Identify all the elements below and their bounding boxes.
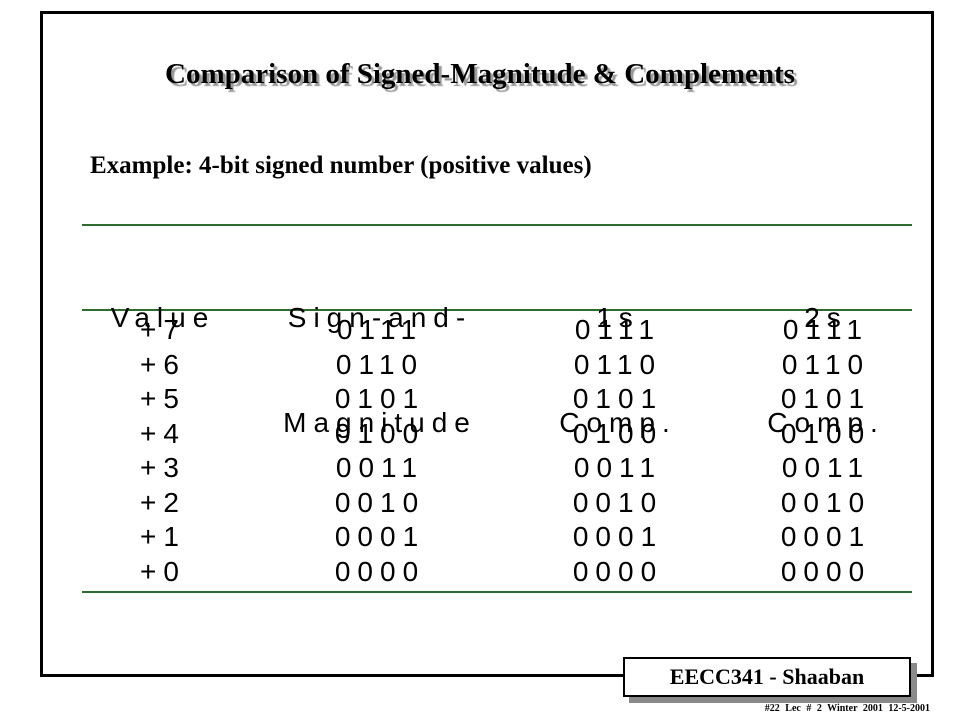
slide-subtitle: Example: 4-bit signed number (positive v… (90, 152, 592, 179)
table-header-rule (82, 309, 912, 311)
table-top-rule (82, 224, 912, 226)
table-row: +6 0110 0110 0110 (0, 348, 960, 383)
header-twos-complement-line2: Comp. (767, 407, 885, 438)
table-body: +7 0111 0111 0111 +6 0110 0110 0110 +5 0101 0101 01… (0, 313, 960, 589)
value-cell: +6 (140, 348, 186, 380)
value-cell: +5 (140, 383, 186, 414)
value-cell: +4 (140, 417, 186, 449)
sign-magnitude-cell: 0110 (335, 348, 425, 380)
twos-complement-cell: 0010 (780, 486, 872, 518)
twos-complement-cell: 0101 (780, 383, 872, 414)
sign-magnitude-cell: 0111 (336, 314, 424, 345)
value-cell: +3 (140, 452, 186, 483)
table-row: +7 0111 0111 0111 (0, 313, 960, 348)
twos-complement-cell: 0100 (780, 417, 872, 449)
sign-magnitude-cell: 0101 (334, 383, 426, 414)
ones-complement-cell: 0110 (573, 348, 663, 380)
table-row: +3 0011 0011 0011 (0, 451, 960, 486)
sign-magnitude-cell: 0100 (334, 417, 426, 449)
table-row: +2 0010 0010 0010 (0, 486, 960, 521)
ones-complement-cell: 0101 (572, 383, 664, 414)
slide-footer: #22 Lec # 2 Winter 2001 12-5-2001 (764, 703, 930, 714)
ones-complement-cell: 0100 (572, 417, 664, 449)
header-sign-magnitude-line2: Magnitude (283, 407, 477, 438)
slide-title: Comparison of Signed-Magnitude & Complem… (165, 58, 795, 90)
header-value: Value (111, 230, 216, 370)
header-sign-magnitude-line1: Sign-and- (287, 302, 473, 333)
header-twos-complement-line1: 2s (804, 302, 848, 333)
header-value-line1: Value (110, 302, 216, 333)
value-cell: +1 (140, 521, 186, 552)
ones-complement-cell: 0000 (572, 555, 664, 587)
ones-complement-cell: 0111 (574, 314, 662, 345)
course-badge: EECC341 - Shaaban (623, 657, 911, 697)
header-twos-complement: 2s Comp. (767, 230, 884, 475)
table-row: +4 0100 0100 0100 (0, 417, 960, 452)
ones-complement-cell: 0011 (573, 452, 663, 483)
header-ones-complement: 1s Comp. (559, 230, 676, 475)
twos-complement-cell: 0011 (781, 452, 871, 483)
header-sign-magnitude: Sign-and- Magnitude (283, 230, 477, 475)
ones-complement-cell: 0010 (572, 486, 664, 518)
table-row: +0 0000 0000 0000 (0, 555, 960, 590)
twos-complement-cell: 0110 (781, 348, 871, 380)
value-cell: +0 (140, 555, 186, 587)
twos-complement-cell: 0001 (780, 521, 872, 552)
table-row: +5 0101 0101 0101 (0, 382, 960, 417)
twos-complement-cell: 0000 (780, 555, 872, 587)
header-ones-complement-line1: 1s (596, 302, 640, 333)
sign-magnitude-cell: 0001 (334, 521, 426, 552)
sign-magnitude-cell: 0010 (334, 486, 426, 518)
value-cell: +7 (140, 314, 186, 345)
header-ones-complement-line2: Comp. (559, 407, 677, 438)
ones-complement-cell: 0001 (572, 521, 664, 552)
sign-magnitude-cell: 0000 (334, 555, 426, 587)
twos-complement-cell: 0111 (782, 314, 870, 345)
value-cell: +2 (140, 486, 186, 518)
slide-frame (40, 11, 934, 677)
table-bottom-rule (82, 591, 912, 593)
table-row: +1 0001 0001 0001 (0, 520, 960, 555)
sign-magnitude-cell: 0011 (335, 452, 425, 483)
